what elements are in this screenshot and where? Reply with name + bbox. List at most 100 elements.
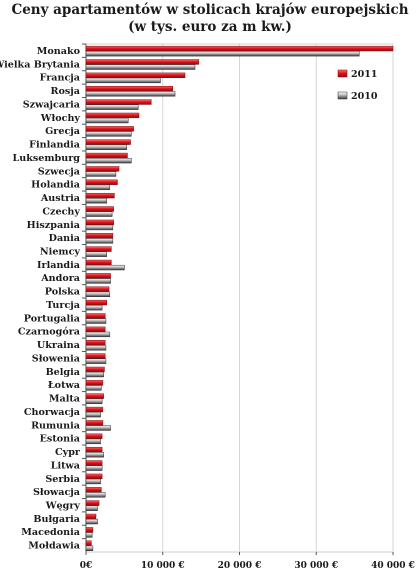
category-label: Szwajcaria (23, 99, 80, 110)
bar-2010 (85, 318, 107, 324)
bar-2010 (85, 278, 111, 284)
category-label: Cypr (55, 447, 81, 458)
category-label: Rumunia (31, 420, 80, 431)
bar-2010 (85, 238, 114, 244)
category-label: Andora (40, 273, 80, 284)
grid-lines (82, 43, 394, 552)
bar-2010 (85, 198, 107, 204)
x-tick-label: 20 000 € (218, 561, 262, 571)
bar-2011 (85, 340, 106, 346)
category-label: Mołdawia (28, 541, 80, 552)
bar-2011 (85, 86, 173, 92)
bar-2011 (85, 72, 186, 78)
bar-2010 (85, 545, 94, 551)
bar-2010 (85, 425, 111, 431)
bar-2010 (85, 131, 132, 137)
bar-2011 (85, 527, 94, 533)
bar-2011 (85, 380, 104, 386)
category-label: Rosja (51, 86, 80, 97)
category-label: Luksemburg (13, 153, 81, 164)
bar-2011 (85, 326, 106, 332)
bar-2011 (85, 487, 102, 493)
bar-2010 (85, 51, 360, 57)
bar-2010 (85, 77, 161, 84)
bar-2011 (85, 446, 103, 453)
category-label: Austria (40, 193, 80, 204)
category-label: Hiszpania (27, 220, 80, 231)
bar-2011 (85, 259, 112, 266)
legend-label-2010: 2010 (351, 91, 378, 102)
category-label: Turcja (46, 300, 80, 311)
bar-2010 (85, 117, 129, 124)
category-label: Słowacja (33, 487, 80, 498)
bar-2010 (85, 331, 111, 338)
category-label: Dania (49, 233, 80, 244)
category-label: Słowenia (32, 353, 80, 364)
x-tick-label: 10 000 € (141, 561, 185, 571)
category-label: Bułgaria (33, 514, 80, 525)
bar-2011 (85, 353, 106, 359)
bar-2011 (85, 460, 103, 466)
bar-2010 (85, 371, 104, 378)
bar-2010 (85, 104, 139, 110)
bar-2011 (85, 286, 110, 292)
category-label: Monako (37, 46, 81, 57)
category-label: Wielka Brytania (0, 59, 80, 70)
bar-2011 (85, 59, 200, 65)
category-label: Litwa (51, 460, 80, 471)
bar-2010 (85, 184, 111, 191)
bar-2010 (85, 305, 103, 311)
bar-2010 (85, 64, 196, 70)
category-label: Łotwa (48, 380, 80, 391)
bar-2011 (85, 420, 104, 426)
category-label: Polska (45, 287, 80, 298)
bar-2010 (85, 478, 101, 485)
bar-2011 (85, 513, 97, 520)
bar-2011 (85, 393, 104, 399)
x-tick-label: 30 000 € (294, 561, 338, 571)
bar-2011 (85, 166, 120, 172)
category-label: Francja (40, 73, 80, 84)
bar-2011 (85, 246, 112, 252)
bar-2010 (85, 492, 106, 498)
bar-2010 (85, 518, 98, 525)
legend: 2011 2010 (337, 69, 378, 102)
category-label: Węgry (45, 501, 81, 512)
bar-2011 (85, 206, 114, 212)
legend-swatch-2011 (337, 69, 348, 78)
bar-2010 (85, 358, 107, 364)
bar-2011 (85, 99, 152, 105)
category-label: Finlandia (29, 140, 80, 151)
category-label: Ukraina (37, 340, 80, 351)
bar-2011 (85, 406, 104, 413)
category-label: Niemcy (40, 247, 81, 258)
bar-2010 (85, 171, 117, 177)
category-label: Serbia (45, 474, 80, 485)
category-label: Malta (49, 394, 80, 405)
bar-2010 (85, 211, 113, 217)
x-tick-label: 0€ (80, 561, 93, 571)
bar-2010 (85, 224, 114, 231)
bar-2011 (85, 192, 115, 199)
bar-2010 (85, 438, 101, 445)
category-label: Macedonia (21, 527, 80, 538)
x-tick-labels: 0€ 10 000 € 20 000 € 30 000 € 40 000 € (80, 552, 415, 571)
bar-2010 (85, 144, 127, 150)
bar-2010 (85, 291, 111, 297)
bar-2011 (85, 299, 107, 306)
bar-2010 (85, 251, 107, 257)
category-label: Irlandia (37, 260, 80, 271)
bar-2010 (85, 505, 98, 511)
category-label: Czarnogóra (18, 327, 80, 338)
bar-2010 (85, 157, 132, 164)
category-label: Szwecja (38, 166, 80, 177)
bar-2011 (85, 473, 103, 480)
bar-2011 (85, 152, 128, 159)
bar-2011 (85, 273, 111, 279)
bar-2011 (85, 219, 114, 226)
x-tick-label: 40 000 € (371, 561, 415, 571)
category-label: Czechy (42, 206, 80, 217)
bar-2011 (85, 126, 134, 132)
category-label: Włochy (40, 113, 81, 124)
